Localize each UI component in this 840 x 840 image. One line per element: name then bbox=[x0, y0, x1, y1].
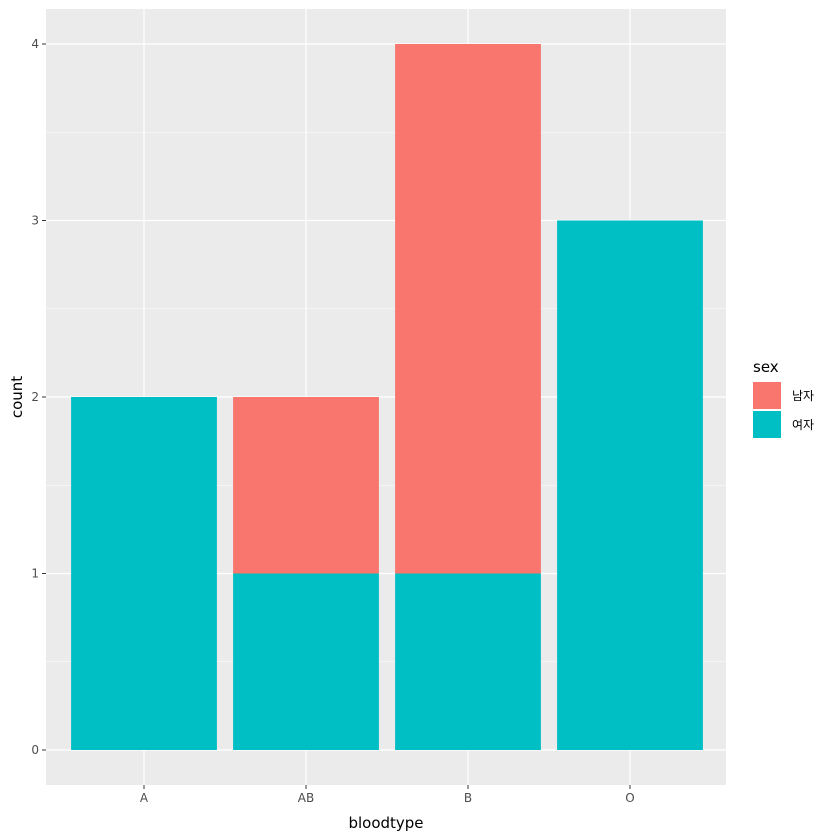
bar-AB-여자 bbox=[233, 573, 379, 750]
x-axis-title: bloodtype bbox=[348, 814, 423, 832]
bars bbox=[71, 44, 703, 750]
y-tick-label: 3 bbox=[31, 214, 39, 228]
x-tick-label: A bbox=[140, 791, 149, 805]
bar-O-여자 bbox=[557, 220, 703, 750]
x-tick-label: B bbox=[464, 791, 472, 805]
y-axis-title: count bbox=[8, 376, 26, 418]
y-axis-ticks: 0 1 2 3 4 bbox=[31, 37, 46, 757]
bar-A-여자 bbox=[71, 397, 217, 750]
legend-label: 여자 bbox=[792, 418, 814, 432]
x-tick-label: AB bbox=[298, 791, 314, 805]
bar-B-여자 bbox=[395, 573, 541, 750]
y-tick-label: 4 bbox=[31, 37, 39, 51]
x-axis-ticks: A AB B O bbox=[140, 785, 635, 805]
legend-label: 남자 bbox=[792, 389, 814, 403]
bar-AB-남자 bbox=[233, 397, 379, 574]
legend-title: sex bbox=[753, 358, 779, 376]
y-tick-label: 0 bbox=[31, 743, 39, 757]
y-tick-label: 1 bbox=[31, 567, 39, 581]
bar-B-남자 bbox=[395, 44, 541, 574]
legend-key-여자 bbox=[753, 411, 781, 438]
x-tick-label: O bbox=[625, 791, 634, 805]
legend-key-남자 bbox=[753, 382, 781, 409]
y-tick-label: 2 bbox=[31, 390, 39, 404]
